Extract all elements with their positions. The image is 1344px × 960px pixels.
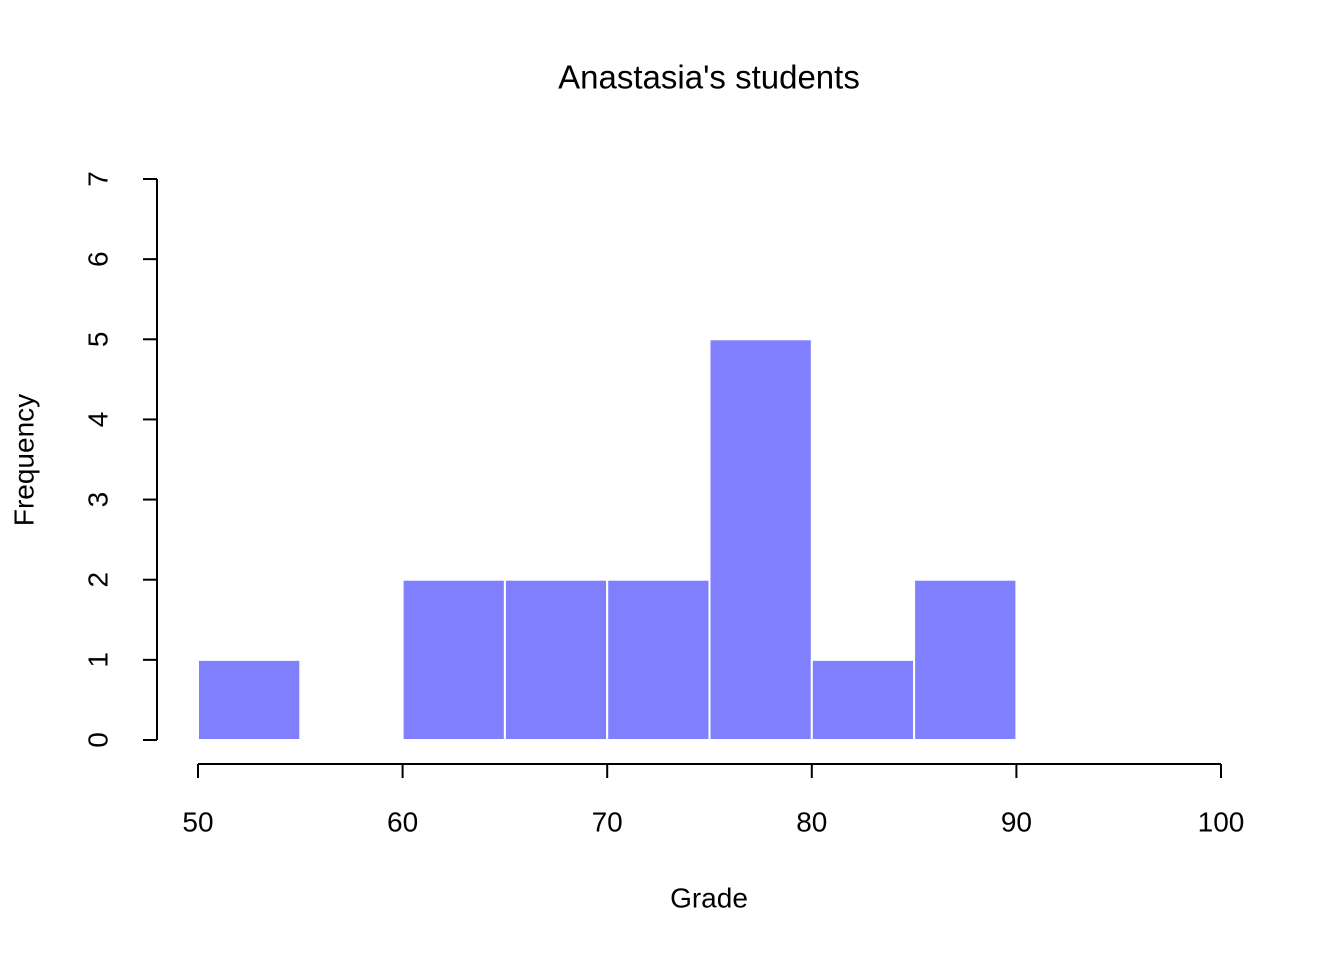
y-axis-label: Frequency bbox=[8, 394, 39, 526]
y-tick-label: 6 bbox=[82, 251, 113, 267]
x-tick-label: 90 bbox=[1001, 806, 1032, 837]
bar bbox=[708, 338, 813, 741]
y-tick-label: 4 bbox=[82, 412, 113, 428]
bar bbox=[606, 578, 711, 742]
y-tick-label: 1 bbox=[82, 652, 113, 668]
y-tick-label: 0 bbox=[82, 732, 113, 748]
x-tick-label: 60 bbox=[387, 806, 418, 837]
x-axis-label: Grade bbox=[670, 882, 748, 913]
x-tick-label: 50 bbox=[182, 806, 213, 837]
y-tick-label: 7 bbox=[82, 171, 113, 187]
y-tick-label: 2 bbox=[82, 572, 113, 588]
bar bbox=[503, 578, 609, 742]
x-tick-label: 70 bbox=[592, 806, 623, 837]
y-tick-label: 5 bbox=[82, 331, 113, 347]
bar bbox=[401, 578, 506, 742]
bar bbox=[810, 658, 916, 741]
y-tick-label: 3 bbox=[82, 492, 113, 508]
bar bbox=[197, 658, 302, 741]
x-tick-label: 80 bbox=[796, 806, 827, 837]
x-tick-label: 100 bbox=[1198, 806, 1245, 837]
chart-title: Anastasia's students bbox=[558, 59, 860, 96]
bar bbox=[913, 578, 1018, 742]
